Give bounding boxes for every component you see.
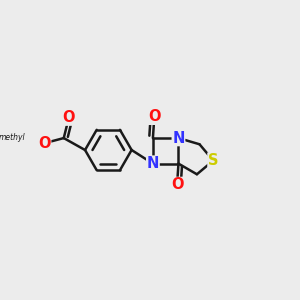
Text: N: N [172, 130, 185, 146]
Text: N: N [147, 156, 159, 171]
Text: O: O [63, 110, 75, 125]
Text: S: S [208, 153, 218, 168]
Text: methyl: methyl [0, 133, 25, 142]
Text: O: O [148, 109, 160, 124]
Text: O: O [38, 136, 51, 151]
Text: O: O [171, 177, 183, 192]
